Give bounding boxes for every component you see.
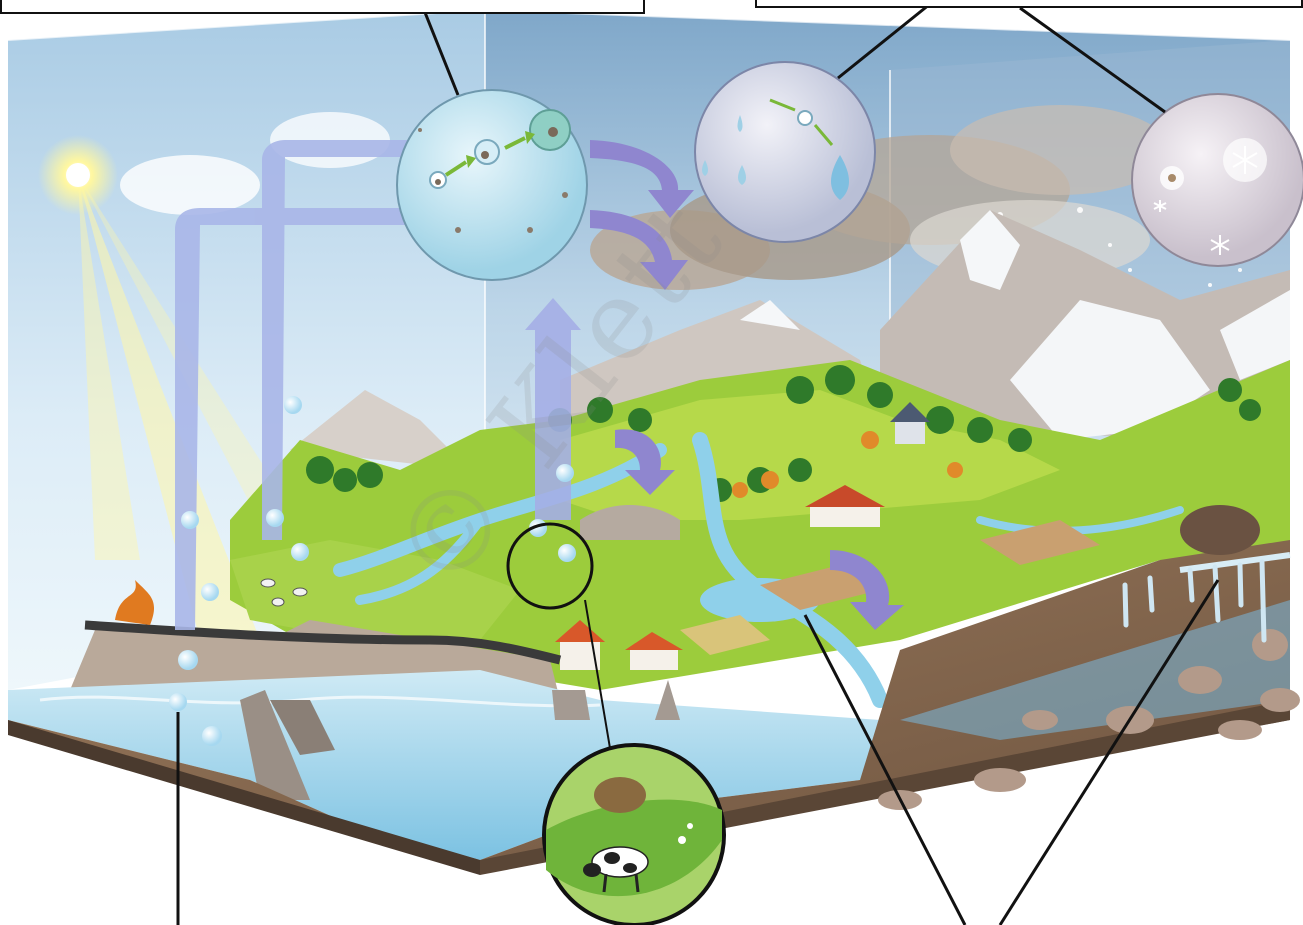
raindrop-icon xyxy=(694,61,876,243)
droplet-growth-icon xyxy=(396,89,588,281)
fire xyxy=(115,580,155,625)
dam xyxy=(580,505,680,540)
house-icon xyxy=(625,632,683,670)
house-icon xyxy=(890,402,930,444)
leader-lines xyxy=(176,0,1220,925)
snowflake-icon xyxy=(1131,93,1303,267)
water-droplets xyxy=(169,396,576,746)
top-left-label-box xyxy=(0,0,645,14)
sea-stacks xyxy=(240,680,680,800)
cow-figure xyxy=(583,846,649,893)
top-right-label-box xyxy=(755,0,1303,8)
cow-icon xyxy=(506,522,726,925)
precipitation-arrows xyxy=(590,140,904,630)
autumn-trees xyxy=(732,431,963,498)
rocks xyxy=(878,629,1300,810)
cave xyxy=(1122,505,1291,643)
cattle xyxy=(260,578,308,607)
ground-layer xyxy=(8,540,1290,875)
house-icon xyxy=(805,485,885,527)
fields xyxy=(680,520,1100,655)
